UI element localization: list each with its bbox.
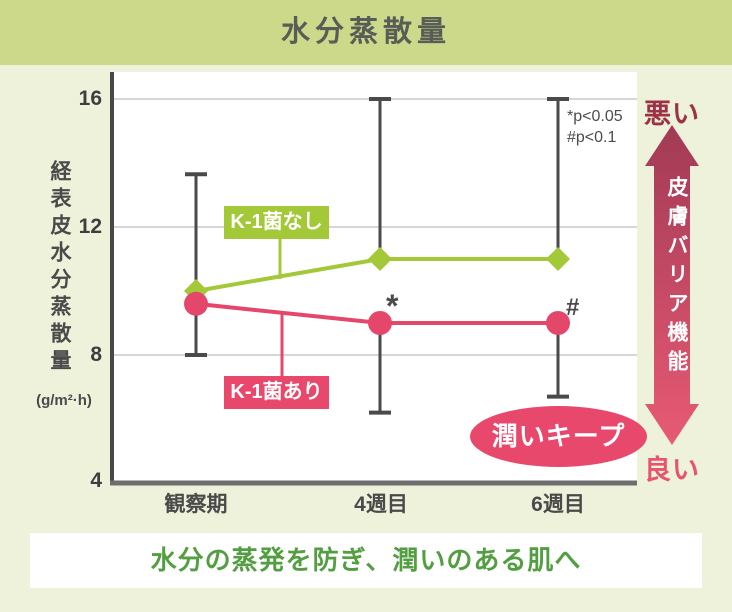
p-value-note: *p<0.05 #p<0.1	[567, 106, 623, 148]
moisture-keep-badge: 潤いキープ	[470, 406, 647, 467]
y-tick-8: 8	[90, 343, 102, 366]
y-tick-16: 16	[78, 87, 102, 110]
footer-message: 水分の蒸発を防ぎ、潤いのある肌へ	[150, 545, 582, 575]
footer-banner: 水分の蒸発を防ぎ、潤いのある肌へ	[30, 533, 702, 588]
x-tick-week6: 6週目	[531, 493, 585, 516]
x-tick-baseline: 観察期	[164, 493, 228, 516]
p-value-note-line2: #p<0.1	[567, 129, 617, 146]
indicator-bad-label: 悪い	[644, 99, 700, 129]
y-tick-4: 4	[90, 469, 102, 492]
p-value-note-line1: *p<0.05	[567, 108, 623, 125]
series-label-without-k1: K-1菌なし	[224, 206, 329, 239]
x-tick-week4: 4週目	[354, 493, 408, 516]
title-banner: 水分蒸散量	[0, 0, 732, 65]
y-tick-12: 12	[78, 215, 102, 238]
y-axis-unit: (g/m²·h)	[36, 392, 92, 409]
indicator-arrow-label: 皮膚バリア機能	[665, 176, 688, 379]
series-label-with-k1: K-1菌あり	[224, 376, 329, 409]
indicator-good-label: 良い	[644, 455, 700, 485]
y-axis-title: 経表皮水分蒸散量	[48, 160, 71, 376]
page-title: 水分蒸散量	[280, 16, 451, 48]
